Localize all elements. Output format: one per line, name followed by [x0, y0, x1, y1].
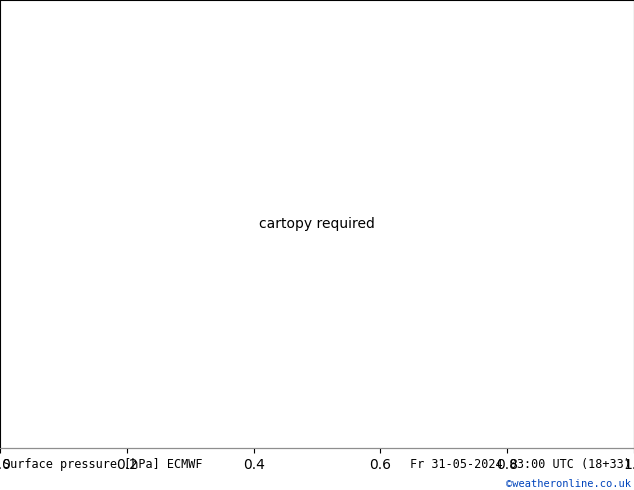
Text: Surface pressure [hPa] ECMWF: Surface pressure [hPa] ECMWF [3, 458, 203, 471]
Text: cartopy required: cartopy required [259, 217, 375, 231]
Text: Fr 31-05-2024 03:00 UTC (18+33): Fr 31-05-2024 03:00 UTC (18+33) [410, 458, 631, 471]
Text: ©weatheronline.co.uk: ©weatheronline.co.uk [506, 479, 631, 489]
